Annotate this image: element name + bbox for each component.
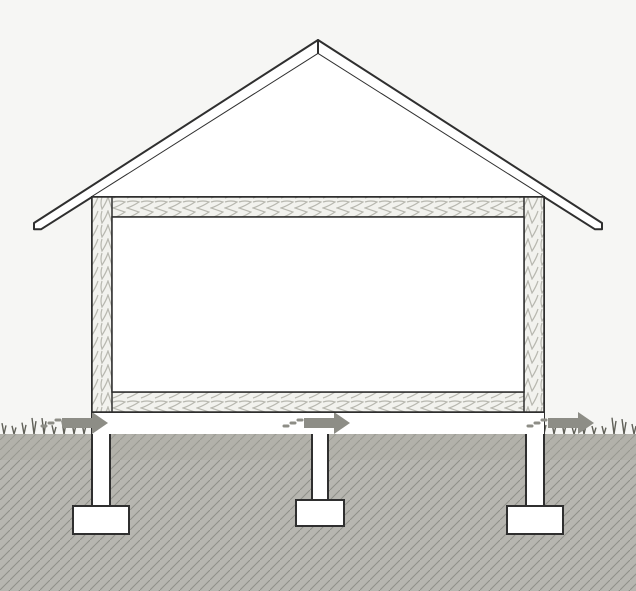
floor-insulation <box>92 392 544 412</box>
house-cross-section-diagram <box>0 0 636 591</box>
left-wall-insulation <box>92 197 112 412</box>
conditioned-space <box>112 217 524 392</box>
insulated-living-box <box>92 197 544 413</box>
ceiling-insulation <box>92 197 544 217</box>
right-wall-insulation <box>524 197 544 412</box>
